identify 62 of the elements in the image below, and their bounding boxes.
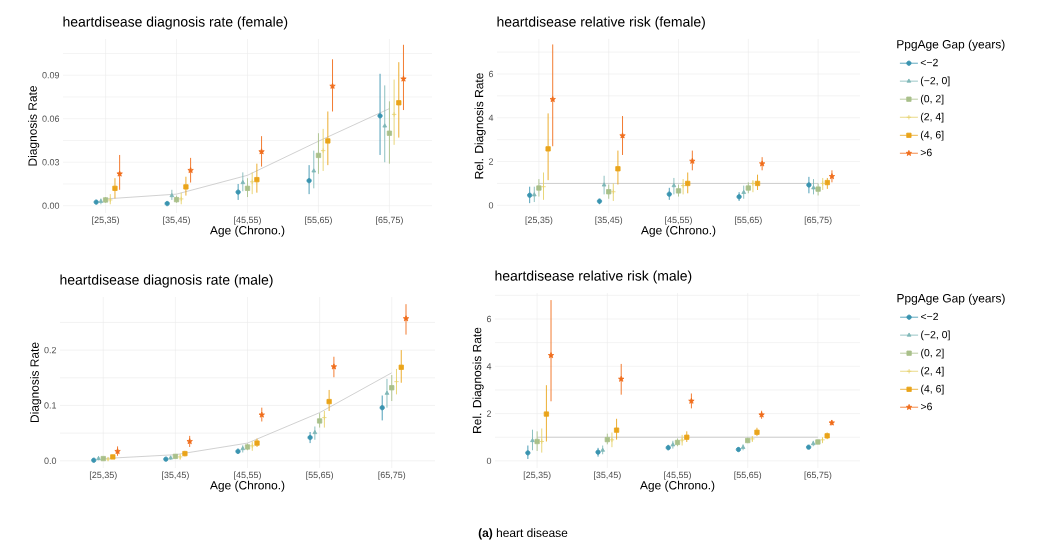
legend-label: >6: [920, 148, 932, 157]
x-tick-label: [55,65): [306, 471, 334, 480]
legend-title: PpgAge Gap (years): [897, 293, 1005, 305]
x-axis-title: Age (Chrono.): [640, 225, 716, 237]
y-tick-label: 2: [488, 158, 494, 165]
legend-label: (−2, 0]: [920, 76, 950, 87]
y-axis-title: Diagnosis Rate: [28, 86, 40, 166]
y-tick-label: 0.03: [42, 159, 60, 166]
chart-title: heartdisease diagnosis rate (female): [63, 16, 288, 30]
legend-label: (0, 2]: [920, 94, 944, 105]
x-axis-title: Age (Chrono.): [639, 480, 715, 492]
x-tick-label: [35,45): [594, 471, 621, 480]
x-axis-title: Age (Chrono.): [209, 225, 285, 237]
x-tick-label: [65,75): [804, 216, 832, 225]
y-tick-label: 0.2: [44, 346, 57, 354]
x-tick-label: [35,45): [162, 471, 189, 480]
legend-label: (4, 6]: [921, 384, 944, 395]
y-tick-label: 0.09: [42, 72, 60, 79]
x-tick-label: [45,55): [234, 216, 261, 225]
text: (a) heart disease: [478, 528, 568, 540]
y-tick-label: 0: [486, 457, 492, 465]
y-tick-label: 6: [488, 70, 494, 78]
x-tick-label: [35,45): [163, 216, 190, 225]
x-tick-label: [45,55): [664, 471, 691, 480]
chart-title: heartdisease relative risk (female): [497, 16, 705, 30]
y-tick-label: 0.00: [42, 202, 60, 209]
y-axis-title: Rel. Diagnosis Rate: [472, 327, 484, 433]
legend-label: <−2: [921, 312, 938, 321]
x-tick-label: [25,35): [89, 471, 117, 480]
y-tick-label: 0: [488, 202, 494, 209]
x-tick-label: [25,35): [523, 471, 551, 480]
x-tick-label: [55,65): [735, 216, 762, 225]
legend-label: (−2, 0]: [921, 330, 950, 341]
y-tick-label: 4: [486, 363, 492, 370]
y-tick-label: 0.06: [42, 115, 60, 122]
chart-title: heartdisease diagnosis rate (male): [60, 274, 273, 288]
y-axis-title: Rel. Diagnosis Rate: [474, 73, 486, 179]
legend-title: PpgAge Gap (years): [897, 39, 1005, 51]
x-tick-label: [55,65): [734, 471, 762, 480]
legend-label: >6: [921, 402, 932, 411]
x-tick-label: [65,75): [804, 471, 832, 480]
x-tick-label: [65,75): [378, 471, 406, 480]
legend-label: (0, 2]: [921, 348, 944, 359]
chart-title: heartdisease relative risk (male): [495, 270, 692, 284]
x-tick-label: [55,65): [305, 216, 332, 225]
x-tick-label: [25,35): [525, 216, 553, 225]
legend-label: (2, 4]: [920, 112, 944, 123]
y-tick-label: 2: [486, 410, 492, 417]
legend-label: (2, 4]: [921, 366, 944, 377]
y-tick-label: 0.0: [44, 457, 57, 464]
x-axis-title: Age (Chrono.): [209, 480, 285, 492]
x-tick-label: [45,55): [665, 216, 692, 225]
x-tick-label: [65,75): [376, 216, 403, 225]
x-tick-label: [25,35): [92, 216, 119, 225]
y-tick-label: 6: [486, 315, 492, 323]
x-tick-label: [45,55): [234, 471, 261, 480]
legend-label: <−2: [920, 58, 938, 67]
y-tick-label: 0.1: [44, 402, 57, 409]
x-tick-label: [35,45): [595, 216, 623, 225]
y-tick-label: 4: [488, 114, 494, 121]
legend-label: (4, 6]: [920, 130, 944, 141]
y-axis-title: Diagnosis Rate: [30, 342, 42, 423]
